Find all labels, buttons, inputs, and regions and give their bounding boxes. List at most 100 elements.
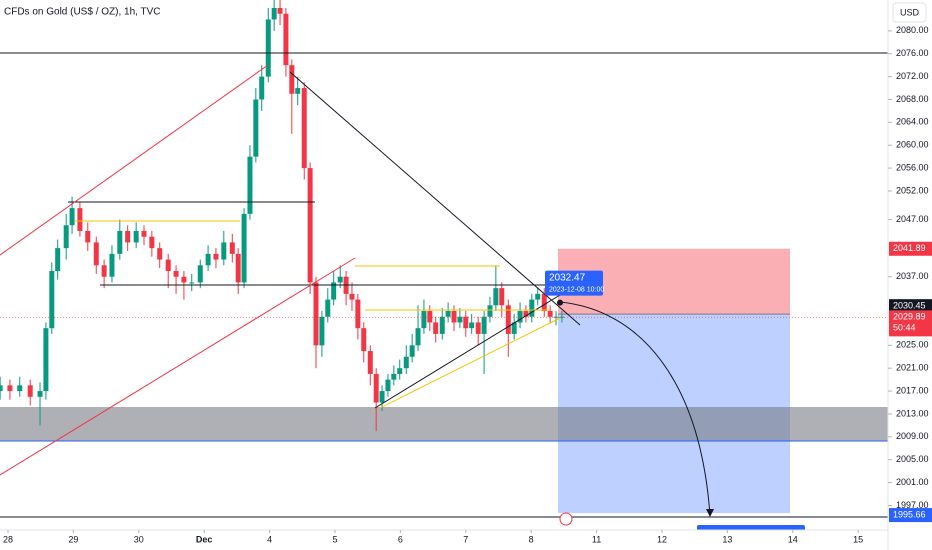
price-label: 1995.66	[893, 509, 926, 519]
y-tick-label: 2060.00	[896, 140, 929, 150]
candle-body	[379, 391, 385, 403]
candle-body	[547, 311, 553, 317]
candle-body	[313, 282, 319, 346]
candle-body	[277, 8, 283, 14]
candle-body	[439, 316, 445, 334]
candle-body	[63, 225, 69, 249]
candle-body	[101, 265, 107, 277]
candle-body	[205, 253, 211, 266]
candle-body	[43, 328, 49, 392]
candle-body	[109, 253, 115, 277]
candle-body	[247, 156, 253, 214]
candle-body	[505, 305, 511, 334]
candle-body	[157, 248, 163, 260]
candle-body	[253, 99, 259, 157]
candle-body	[181, 276, 187, 283]
y-tick-label: 2021.00	[896, 363, 929, 373]
candle-body	[295, 88, 301, 94]
candle-body	[265, 19, 271, 77]
candle-body	[125, 230, 131, 243]
candle-body	[445, 311, 451, 317]
candle-body	[27, 385, 33, 397]
x-tick-label: 13	[722, 534, 732, 544]
y-tick-label: 2072.00	[896, 71, 929, 81]
candle-body	[331, 282, 337, 300]
trend-line	[374, 294, 561, 409]
event-icon	[559, 512, 573, 526]
y-tick-label: 2037.00	[896, 271, 929, 281]
candle-body	[7, 385, 13, 392]
candle-body	[481, 316, 487, 334]
x-tick-label: 30	[134, 534, 144, 544]
candle-body	[493, 288, 499, 306]
candle-body	[325, 299, 331, 317]
candle-body	[463, 316, 469, 329]
candle-body	[133, 230, 139, 243]
candle-body	[529, 299, 535, 317]
x-tick-label: Dec	[196, 534, 213, 544]
candle-body	[499, 288, 505, 306]
y-tick-label: 2080.00	[896, 25, 929, 35]
y-tick-label: 1997.00	[896, 500, 929, 510]
candle-body	[189, 282, 195, 284]
y-tick-label: 2064.00	[896, 117, 929, 127]
drawings	[0, 52, 888, 530]
candle-body	[397, 368, 403, 374]
candle-body	[229, 242, 235, 254]
tooltip-time: 2023-12-08 10:00	[549, 286, 604, 293]
candle-body	[535, 293, 541, 300]
trend-line	[289, 71, 581, 326]
price-label: 2030.45	[893, 301, 926, 311]
candle-body	[457, 316, 463, 323]
candle-body	[433, 322, 439, 334]
candle-body	[49, 271, 55, 329]
candle-body	[487, 305, 493, 317]
channel-line	[0, 64, 269, 256]
arrow-head	[706, 509, 714, 517]
x-tick-label: 14	[788, 534, 798, 544]
candle-body	[221, 242, 227, 260]
candle-body	[451, 311, 457, 323]
y-tick-label: 2047.00	[896, 214, 929, 224]
y-tick-label: 2009.00	[896, 431, 929, 441]
zone-rect	[0, 407, 888, 441]
price-label-bg	[889, 241, 932, 256]
candle-body	[77, 208, 83, 231]
candle-body	[307, 168, 313, 283]
y-tick-label: 2068.00	[896, 94, 929, 104]
candle-body	[475, 322, 481, 334]
channel-line	[0, 257, 356, 476]
y-axis: 2080.00 2076.00 2072.00 2068.00 2064.00 2060.…	[888, 25, 929, 510]
candle-body	[235, 253, 241, 283]
candle-body	[349, 293, 355, 300]
candle-body	[259, 76, 265, 100]
x-tick-label: 7	[463, 534, 468, 544]
candle-body	[523, 311, 529, 317]
price-overlays: 2032.47 2023-12-08 10:00	[0, 270, 888, 318]
currency-button[interactable]	[892, 2, 927, 23]
x-axis: 28 29 30 Dec 4 5 6 7 8 11 12 13 14 15	[3, 530, 863, 544]
price-label-bg	[889, 310, 932, 337]
candle-body	[117, 230, 123, 254]
y-tick-label: 2076.00	[896, 48, 929, 58]
currency[interactable]: USD	[900, 7, 920, 17]
candle-body	[289, 65, 295, 94]
candle-body	[149, 236, 155, 249]
candle-body	[337, 276, 343, 283]
chart-title: CFDs on Gold (US$ / OZ), 1h, TVC	[4, 7, 161, 18]
candle-body	[271, 8, 277, 20]
candle-body	[391, 373, 397, 380]
tooltip-point	[557, 299, 563, 306]
y-tick-label: 2052.00	[896, 185, 929, 195]
candle-body	[85, 230, 91, 243]
x-tick-label: 15	[853, 534, 863, 544]
candle-body	[469, 322, 475, 329]
candle-body	[141, 230, 147, 237]
candle-body	[165, 259, 171, 272]
x-tick-label: 29	[68, 534, 78, 544]
y-tick-label: 2013.00	[896, 408, 929, 418]
x-tick-label: 8	[529, 534, 534, 544]
